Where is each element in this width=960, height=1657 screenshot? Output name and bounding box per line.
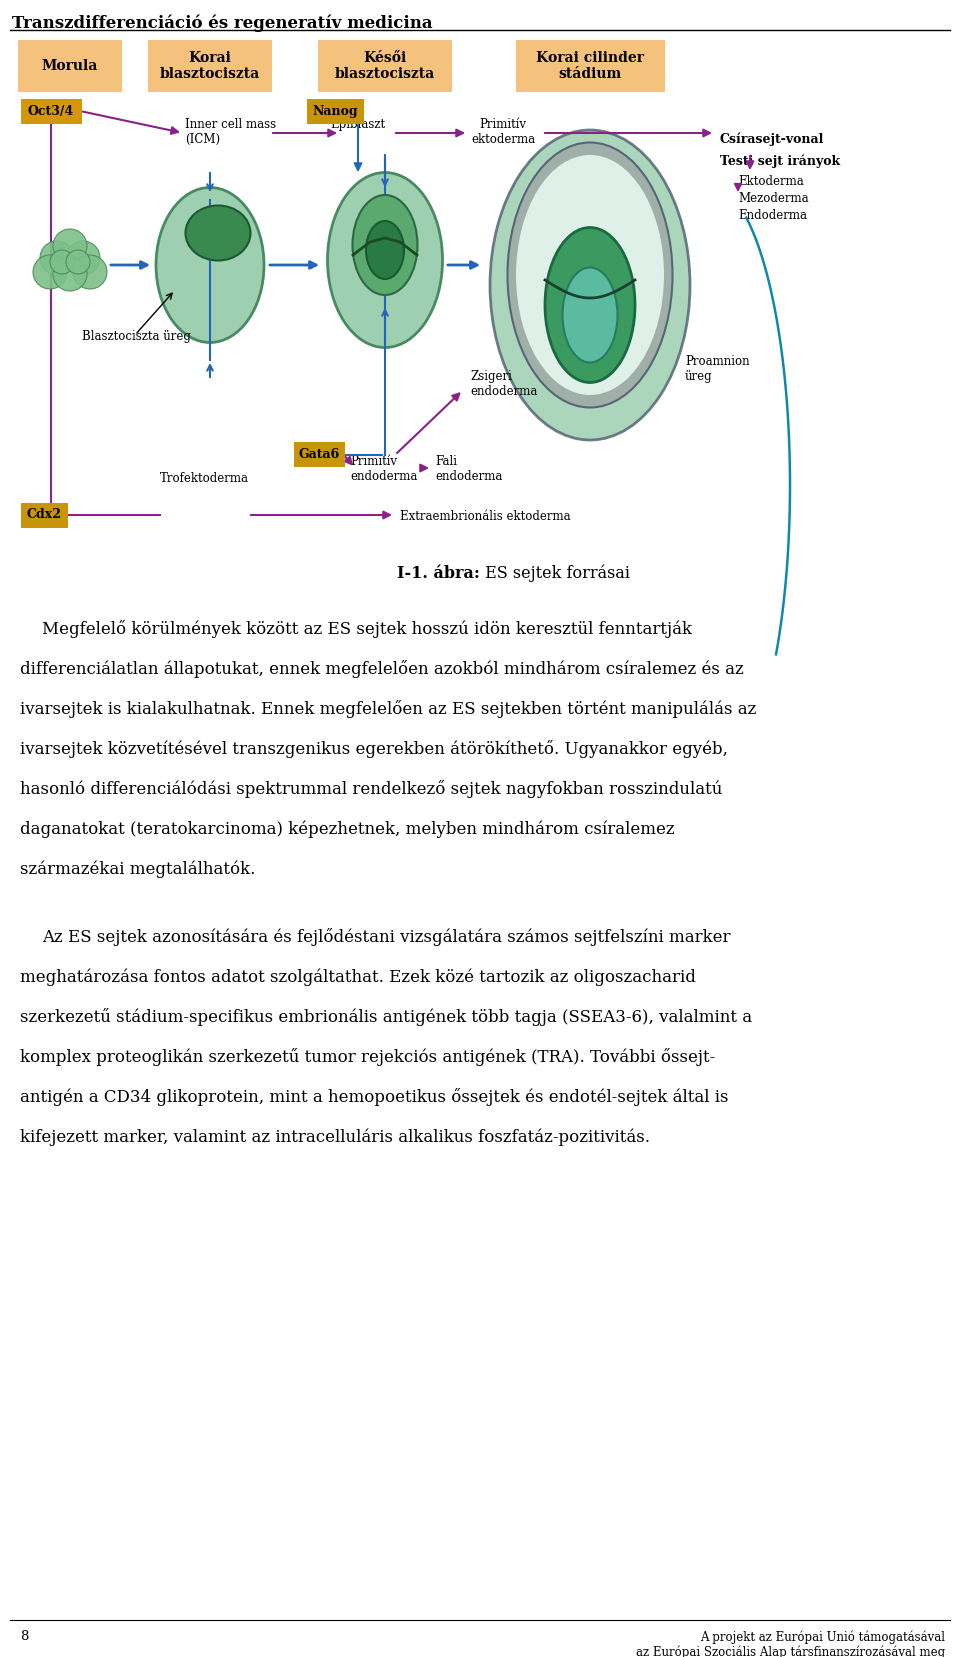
Text: Késői
blasztociszta: Késői blasztociszta bbox=[335, 51, 435, 81]
Text: komplex proteoglikán szerkezetű tumor rejekciós antigének (TRA). További őssejt-: komplex proteoglikán szerkezetű tumor re… bbox=[20, 1047, 715, 1065]
Ellipse shape bbox=[508, 143, 673, 408]
Text: Cdx2: Cdx2 bbox=[27, 509, 61, 522]
Text: meghatározása fontos adatot szolgáltathat. Ezek közé tartozik az oligoszacharid: meghatározása fontos adatot szolgáltatha… bbox=[20, 968, 696, 986]
FancyBboxPatch shape bbox=[516, 40, 664, 93]
Text: szerkezetű stádium-specifikus embrionális antigének több tagja (SSEA3-6), valalm: szerkezetű stádium-specifikus embrionáli… bbox=[20, 1007, 752, 1026]
Text: Primitív
ektoderma: Primitív ektoderma bbox=[471, 118, 535, 146]
FancyBboxPatch shape bbox=[294, 441, 345, 467]
Ellipse shape bbox=[327, 172, 443, 348]
FancyBboxPatch shape bbox=[20, 98, 82, 124]
Text: Mezoderma: Mezoderma bbox=[738, 192, 808, 205]
Text: 8: 8 bbox=[20, 1630, 29, 1644]
Circle shape bbox=[33, 255, 67, 288]
Text: Extraembrionális ektoderma: Extraembrionális ektoderma bbox=[400, 510, 570, 524]
Text: ivarsejtek közvetítésével transzgenikus egerekben átörökíthető. Ugyanakkor egyéb: ivarsejtek közvetítésével transzgenikus … bbox=[20, 741, 728, 757]
Ellipse shape bbox=[490, 129, 690, 441]
Text: differenciálatlan állapotukat, ennek megfelelően azokból mindhárom csíralemez és: differenciálatlan állapotukat, ennek meg… bbox=[20, 659, 744, 678]
Text: antigén a CD34 glikoprotein, mint a hemopoetikus őssejtek és endotél-sejtek álta: antigén a CD34 glikoprotein, mint a hemo… bbox=[20, 1089, 729, 1105]
Text: A projekt az Európai Unió támogatásával
az Európai Szociális Alap társfinanszíro: A projekt az Európai Unió támogatásával … bbox=[636, 1630, 945, 1657]
Text: Korai
blasztociszta: Korai blasztociszta bbox=[160, 51, 260, 81]
Text: Nanog: Nanog bbox=[312, 104, 358, 118]
Ellipse shape bbox=[185, 205, 251, 260]
Ellipse shape bbox=[352, 196, 418, 295]
Circle shape bbox=[53, 229, 87, 263]
Text: Korai cilinder
stádium: Korai cilinder stádium bbox=[536, 51, 644, 81]
Text: daganatokat (teratokarcinoma) képezhetnek, melyben mindhárom csíralemez: daganatokat (teratokarcinoma) képezhetne… bbox=[20, 820, 675, 837]
FancyBboxPatch shape bbox=[18, 40, 122, 93]
Text: Az ES sejtek azonosítására és fejlődéstani vizsgálatára számos sejtfelszíni mark: Az ES sejtek azonosítására és fejlődésta… bbox=[42, 928, 731, 946]
Text: Zsigeri
endoderma: Zsigeri endoderma bbox=[470, 370, 538, 398]
Circle shape bbox=[66, 240, 100, 275]
FancyBboxPatch shape bbox=[318, 40, 452, 93]
Text: Gata6: Gata6 bbox=[299, 447, 340, 461]
Text: Morula: Morula bbox=[42, 60, 98, 73]
Text: Ektoderma: Ektoderma bbox=[738, 176, 804, 187]
Text: Inner cell mass
(ICM): Inner cell mass (ICM) bbox=[185, 118, 276, 146]
Text: Fali
endoderma: Fali endoderma bbox=[435, 456, 502, 482]
Circle shape bbox=[40, 240, 74, 275]
Text: Primitív
endoderma: Primitív endoderma bbox=[350, 456, 418, 482]
Text: I-1. ábra:: I-1. ábra: bbox=[397, 565, 480, 582]
Text: Epiblaszt: Epiblaszt bbox=[330, 118, 386, 131]
Text: kifejezett marker, valamint az intracelluláris alkalikus foszfatáz-pozitivitás.: kifejezett marker, valamint az intracell… bbox=[20, 1128, 650, 1145]
Ellipse shape bbox=[545, 227, 635, 383]
Circle shape bbox=[50, 250, 74, 273]
Text: Transzdifferenciáció és regeneratív medicina: Transzdifferenciáció és regeneratív medi… bbox=[12, 15, 433, 33]
Ellipse shape bbox=[156, 187, 264, 343]
Text: Megfelelő körülmények között az ES sejtek hosszú idön keresztül fenntartják: Megfelelő körülmények között az ES sejte… bbox=[42, 620, 692, 638]
Text: származékai megtalálhatók.: származékai megtalálhatók. bbox=[20, 860, 255, 878]
Text: Testi sejt irányok: Testi sejt irányok bbox=[720, 156, 840, 169]
Circle shape bbox=[73, 255, 107, 288]
Text: Csírasejt-vonal: Csírasejt-vonal bbox=[720, 133, 825, 146]
Text: Proamnion
üreg: Proamnion üreg bbox=[685, 355, 750, 383]
Text: ivarsejtek is kialakulhatnak. Ennek megfelelően az ES sejtekben történt manipulá: ivarsejtek is kialakulhatnak. Ennek megf… bbox=[20, 699, 756, 717]
Ellipse shape bbox=[563, 267, 617, 363]
Text: hasonló differenciálódási spektrummal rendelkező sejtek nagyfokban rosszindulatú: hasonló differenciálódási spektrummal re… bbox=[20, 780, 722, 799]
Ellipse shape bbox=[516, 156, 664, 394]
FancyBboxPatch shape bbox=[306, 98, 364, 124]
Text: Oct3/4: Oct3/4 bbox=[28, 104, 74, 118]
FancyBboxPatch shape bbox=[20, 502, 67, 527]
Ellipse shape bbox=[366, 220, 404, 278]
FancyBboxPatch shape bbox=[148, 40, 272, 93]
Text: Endoderma: Endoderma bbox=[738, 209, 807, 222]
Text: ES sejtek forrásai: ES sejtek forrásai bbox=[480, 565, 630, 583]
Circle shape bbox=[53, 257, 87, 292]
Text: Blasztociszta üreg: Blasztociszta üreg bbox=[82, 330, 191, 343]
Text: Trofektoderma: Trofektoderma bbox=[160, 472, 249, 486]
Circle shape bbox=[66, 250, 90, 273]
